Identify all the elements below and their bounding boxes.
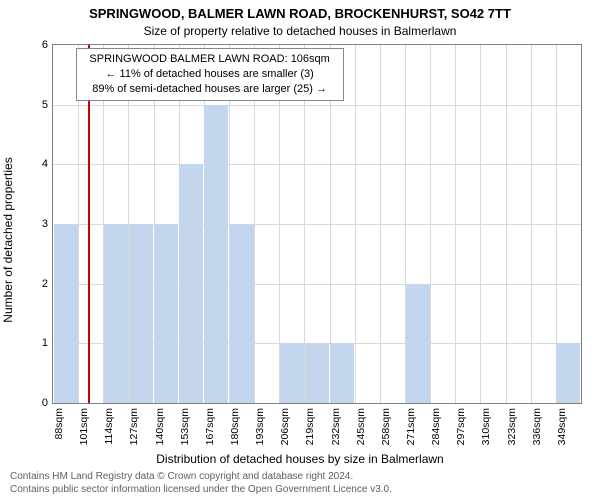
gridline-v [430,45,431,403]
histogram-bar [305,343,329,403]
x-tick-label: 323sqm [506,408,518,445]
y-axis-label: Number of detached properties [1,157,15,322]
x-tick-label: 167sqm [204,408,216,445]
x-tick-label: 153sqm [179,408,191,445]
x-tick-label: 258sqm [380,408,392,445]
x-tick-label: 232sqm [330,408,342,445]
gridline-v [531,45,532,403]
annotation-line: ← 11% of detached houses are smaller (3) [83,67,337,82]
footer-line-1: Contains HM Land Registry data © Crown c… [10,471,392,484]
gridline-v [380,45,381,403]
y-tick-label: 1 [26,337,48,349]
chart-container: SPRINGWOOD, BALMER LAWN ROAD, BROCKENHUR… [0,0,600,500]
y-tick-label: 0 [26,397,48,409]
x-tick-label: 219sqm [304,408,316,445]
x-tick-label: 206sqm [279,408,291,445]
chart-title-main: SPRINGWOOD, BALMER LAWN ROAD, BROCKENHUR… [0,6,600,21]
x-tick-label: 349sqm [556,408,568,445]
chart-title-sub: Size of property relative to detached ho… [0,24,600,38]
histogram-bar [104,224,128,403]
x-tick-label: 114sqm [103,408,115,445]
gridline-h [53,105,581,106]
x-tick-label: 127sqm [128,408,140,445]
histogram-bar [154,224,178,403]
x-tick-label: 140sqm [154,408,166,445]
histogram-bar [179,164,203,403]
histogram-bar [406,284,430,403]
histogram-bar [330,343,354,403]
x-tick-label: 297sqm [455,408,467,445]
annotation-line: 89% of semi-detached houses are larger (… [83,82,337,97]
y-tick-label: 2 [26,278,48,290]
y-tick-label: 3 [26,218,48,230]
y-tick-label: 5 [26,99,48,111]
gridline-v [355,45,356,403]
x-tick-label: 88sqm [53,408,65,440]
gridline-v [480,45,481,403]
histogram-bar [54,224,78,403]
footer-attribution: Contains HM Land Registry data © Crown c… [10,471,392,496]
x-tick-label: 284sqm [430,408,442,445]
x-tick-label: 180sqm [229,408,241,445]
x-tick-label: 336sqm [531,408,543,445]
y-tick-label: 6 [26,39,48,51]
gridline-v [455,45,456,403]
histogram-bar [280,343,304,403]
annotation-box: SPRINGWOOD BALMER LAWN ROAD: 106sqm← 11%… [76,48,344,101]
histogram-bar [556,343,580,403]
x-axis-label: Distribution of detached houses by size … [0,452,600,466]
histogram-bar [129,224,153,403]
x-tick-label: 101sqm [78,408,90,445]
histogram-bar [204,105,228,403]
x-tick-label: 245sqm [355,408,367,445]
annotation-line: SPRINGWOOD BALMER LAWN ROAD: 106sqm [83,52,337,67]
histogram-bar [230,224,254,403]
y-tick-label: 4 [26,158,48,170]
footer-line-2: Contains public sector information licen… [10,484,392,497]
x-tick-label: 271sqm [405,408,417,445]
x-tick-label: 193sqm [254,408,266,445]
x-tick-label: 310sqm [480,408,492,445]
gridline-v [506,45,507,403]
gridline-h [53,164,581,165]
